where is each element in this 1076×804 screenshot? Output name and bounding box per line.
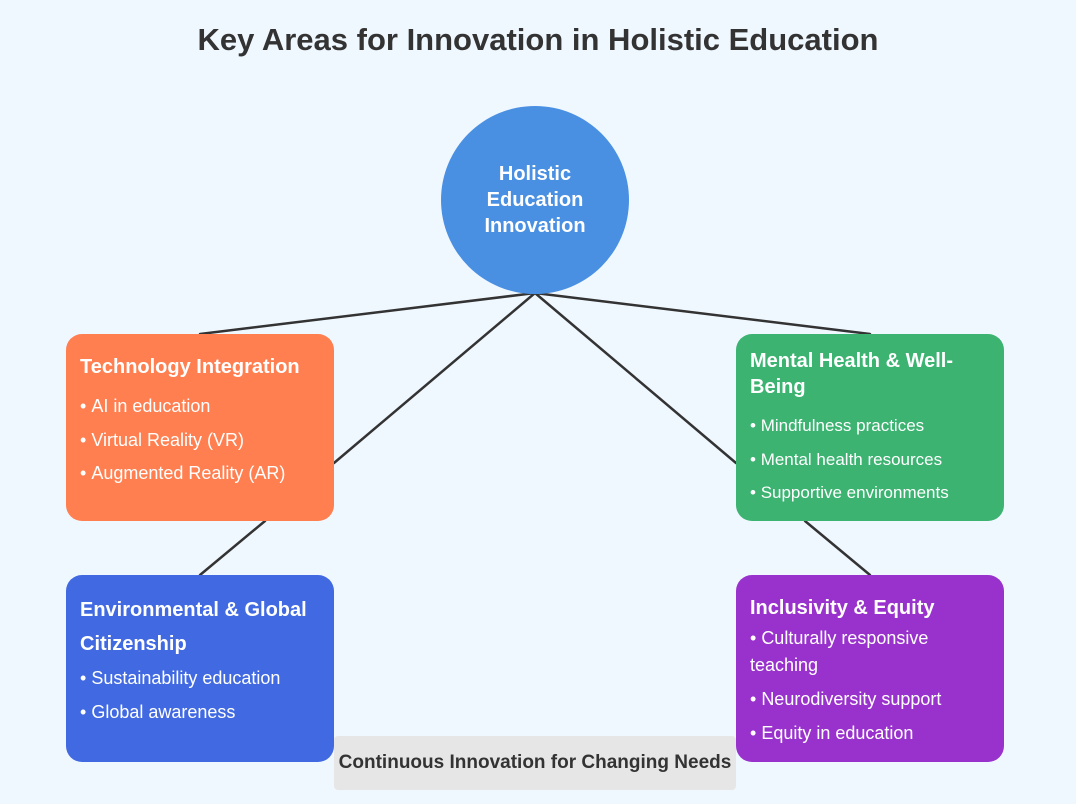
area-item: Supportive environments (750, 476, 994, 510)
area-box-environmental-citizenship: Environmental & Global Citizenship Susta… (66, 575, 334, 762)
area-item: AI in education (80, 390, 324, 424)
area-title: Inclusivity & Equity (750, 597, 935, 619)
connector-center-technology-side (332, 291, 537, 465)
area-item-list: Mindfulness practices Mental health reso… (750, 409, 994, 510)
connector-center-technology-top (198, 291, 537, 336)
area-item: Mental health resources (750, 443, 994, 477)
connector-technology-environmental (198, 519, 267, 577)
area-item: Neurodiversity support (750, 686, 994, 713)
area-title: Technology Integration (80, 356, 300, 378)
area-item-list: Culturally responsive teaching Neurodive… (750, 625, 994, 747)
area-box-technology-integration: Technology Integration AI in education V… (66, 334, 334, 521)
area-item-list: Sustainability education Global awarenes… (80, 661, 324, 729)
area-item: Culturally responsive teaching (750, 625, 994, 679)
connector-mental-inclusivity (803, 519, 872, 577)
area-item-list: AI in education Virtual Reality (VR) Aug… (80, 390, 324, 491)
area-box-inclusivity-equity: Inclusivity & Equity Culturally responsi… (736, 575, 1004, 762)
area-item: Global awareness (80, 695, 324, 729)
area-item: Sustainability education (80, 661, 324, 695)
connector-center-mental-side (533, 291, 738, 465)
area-item: Equity in education (750, 720, 994, 747)
footer-banner: Continuous Innovation for Changing Needs (334, 736, 736, 790)
center-node: Holistic Education Innovation (441, 106, 629, 294)
area-title: Environmental & Global Citizenship (80, 599, 307, 655)
area-item: Virtual Reality (VR) (80, 424, 324, 458)
area-title: Mental Health & Well-Being (750, 350, 953, 398)
connector-center-mental-top (533, 291, 872, 336)
area-item: Mindfulness practices (750, 409, 994, 443)
area-box-mental-health: Mental Health & Well-Being Mindfulness p… (736, 334, 1004, 521)
center-node-label: Holistic Education Innovation (484, 163, 586, 237)
diagram-title: Key Areas for Innovation in Holistic Edu… (197, 22, 879, 57)
area-item: Augmented Reality (AR) (80, 457, 324, 491)
